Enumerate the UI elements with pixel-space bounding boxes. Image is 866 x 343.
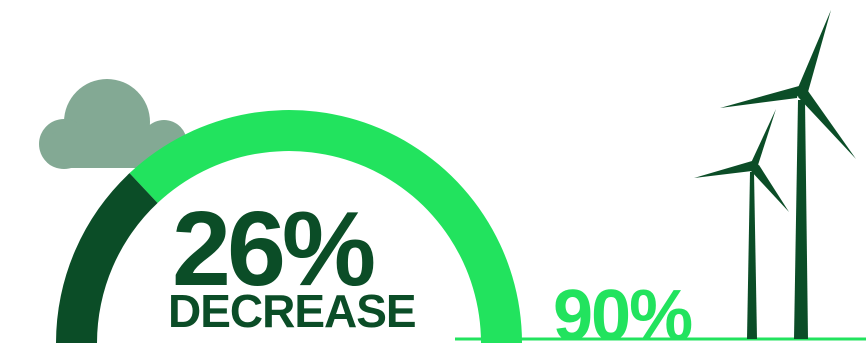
wind-turbine-icon [694, 109, 789, 339]
decrease-label: DECREASE [168, 288, 416, 334]
wind-turbine-icon [720, 10, 856, 339]
secondary-percentage: 90% [553, 280, 691, 343]
gauge-fill [56, 173, 158, 343]
